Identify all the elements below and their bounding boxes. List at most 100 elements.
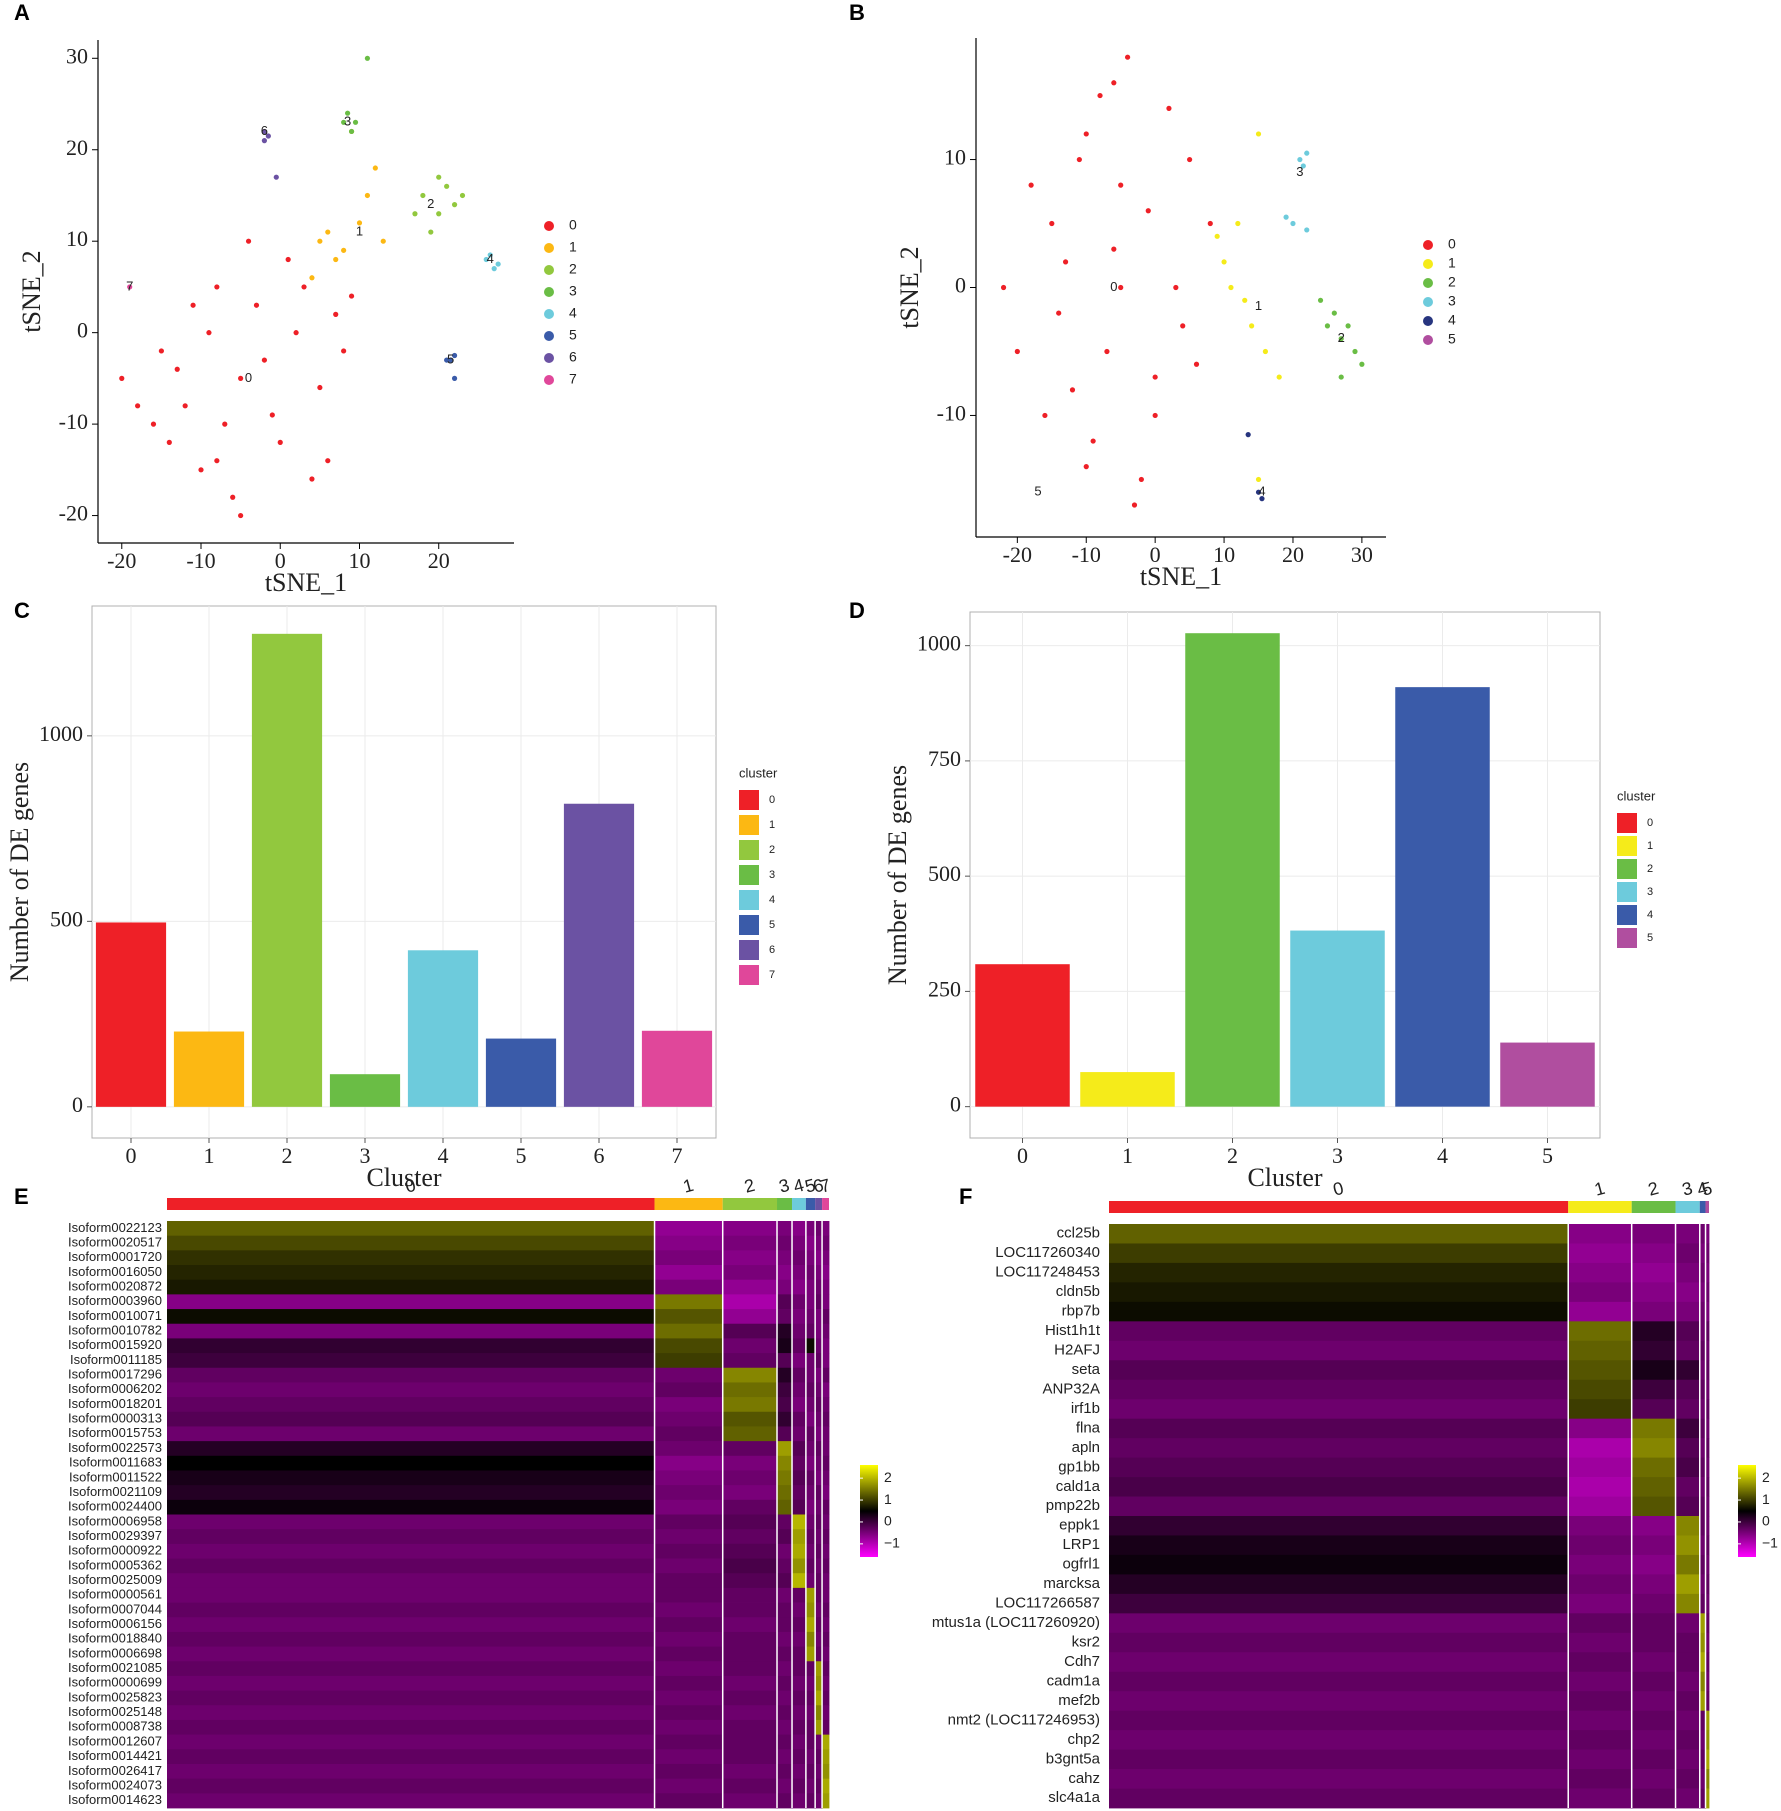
heatmap-cell [1705, 1535, 1710, 1556]
heatmap-cell [822, 1235, 830, 1251]
heatmap-cell [777, 1690, 793, 1706]
heatmap-cell [1699, 1535, 1706, 1556]
heatmap-cell [1675, 1691, 1701, 1712]
legend-key [544, 375, 554, 385]
heatmap-cell [167, 1353, 655, 1369]
heatmap-cell [1568, 1457, 1633, 1478]
heatmap-cell [805, 1485, 816, 1501]
heatmap-cell [777, 1397, 793, 1413]
heatmap-cell [777, 1749, 793, 1765]
heatmap-cell [805, 1558, 816, 1574]
heatmap-cell [777, 1778, 793, 1794]
point [451, 202, 458, 208]
cluster-label: 5 [1034, 484, 1041, 499]
heatmap-cell [1675, 1554, 1701, 1575]
colorbar-tick-label: 2 [884, 1469, 892, 1485]
heatmap-cell [722, 1397, 778, 1413]
plot-background [969, 611, 1601, 1139]
heatmap-cell [815, 1250, 823, 1266]
heatmap-cell [1699, 1457, 1706, 1478]
heatmap-cell [167, 1499, 655, 1515]
heatmap-cell [822, 1294, 830, 1310]
heatmap-cell [815, 1543, 823, 1559]
legend-label: 2 [1448, 274, 1456, 290]
cluster-band [1109, 1201, 1569, 1213]
heatmap-cell [1705, 1593, 1710, 1614]
gene-label: flna [1076, 1419, 1101, 1436]
heatmap-cell [1699, 1301, 1706, 1322]
heatmap-cell [167, 1221, 655, 1237]
heatmap-cell [1568, 1340, 1633, 1361]
heatmap-cell [792, 1543, 807, 1559]
gene-label: Isoform0025148 [68, 1704, 162, 1719]
heatmap-cell [1568, 1262, 1633, 1283]
heatmap-cell [167, 1294, 655, 1310]
gene-label: LRP1 [1062, 1536, 1100, 1553]
legend-label: 1 [569, 239, 577, 255]
heatmap-cell [722, 1675, 778, 1691]
legend-key [739, 890, 759, 910]
heatmap-cell [167, 1529, 655, 1545]
heatmap-cell [805, 1778, 816, 1794]
gene-label: LOC117260340 [995, 1244, 1100, 1261]
heatmap-cell [815, 1382, 823, 1398]
heatmap-cell [777, 1353, 793, 1369]
legend-key [544, 243, 554, 253]
heatmap-cell [1705, 1691, 1710, 1712]
heatmap-cell [1699, 1282, 1706, 1303]
legend-key [1423, 240, 1433, 250]
cluster-label: 0 [1110, 279, 1117, 294]
heatmap-cell [1109, 1340, 1569, 1361]
point [1249, 323, 1255, 329]
x-tick-label: 10 [348, 548, 370, 573]
heatmap-cell [1568, 1224, 1633, 1244]
heatmap-cell [722, 1543, 778, 1559]
point [317, 384, 323, 391]
point [301, 284, 307, 290]
heatmap-cell [654, 1529, 724, 1545]
legend-label: 1 [1647, 840, 1653, 852]
heatmap-cell [1699, 1438, 1706, 1458]
heatmap-cell [777, 1573, 793, 1589]
heatmap-cell [1675, 1496, 1701, 1517]
heatmap-cell [654, 1543, 724, 1559]
cluster-label: 0 [245, 370, 252, 385]
heatmap-cell [1109, 1438, 1569, 1458]
heatmap-cell [1675, 1360, 1701, 1381]
heatmap-cell [1675, 1340, 1701, 1361]
heatmap-cell [1705, 1477, 1710, 1497]
cluster-label: 2 [742, 1175, 757, 1197]
heatmap-cell [815, 1573, 823, 1589]
gene-label: Isoform0010782 [68, 1323, 162, 1338]
cluster-label: 1 [1592, 1178, 1607, 1200]
heatmap-cell [822, 1719, 830, 1736]
heatmap-cell [167, 1734, 655, 1750]
gene-label: Isoform0016050 [68, 1264, 162, 1279]
heatmap-cell [167, 1441, 655, 1457]
heatmap-cell [1109, 1788, 1569, 1809]
heatmap-cell [805, 1543, 816, 1559]
heatmap-cell [792, 1602, 807, 1618]
heatmap-cell [1705, 1671, 1710, 1692]
gene-label: Isoform0015753 [68, 1425, 162, 1440]
gene-label: Isoform0022123 [68, 1220, 162, 1235]
heatmap-cell [1675, 1749, 1701, 1770]
heatmap-cell [822, 1411, 830, 1427]
heatmap-cell [805, 1221, 816, 1237]
heatmap-cell [1699, 1418, 1706, 1439]
heatmap-cell [805, 1675, 816, 1691]
gene-label: apln [1072, 1439, 1100, 1456]
gene-label: b3gnt5a [1046, 1750, 1101, 1767]
gene-label: Isoform0012607 [68, 1733, 162, 1748]
heatmap-cell [1705, 1282, 1710, 1303]
point [261, 128, 267, 135]
legend-key [739, 965, 759, 985]
point [135, 403, 141, 409]
point [214, 284, 220, 290]
cluster-label: 5 [447, 352, 454, 367]
heatmap-cell [822, 1221, 830, 1237]
heatmap-cell [815, 1353, 823, 1369]
gene-label: cald1a [1056, 1478, 1101, 1495]
point [325, 229, 331, 235]
heatmap-cell [777, 1250, 793, 1266]
